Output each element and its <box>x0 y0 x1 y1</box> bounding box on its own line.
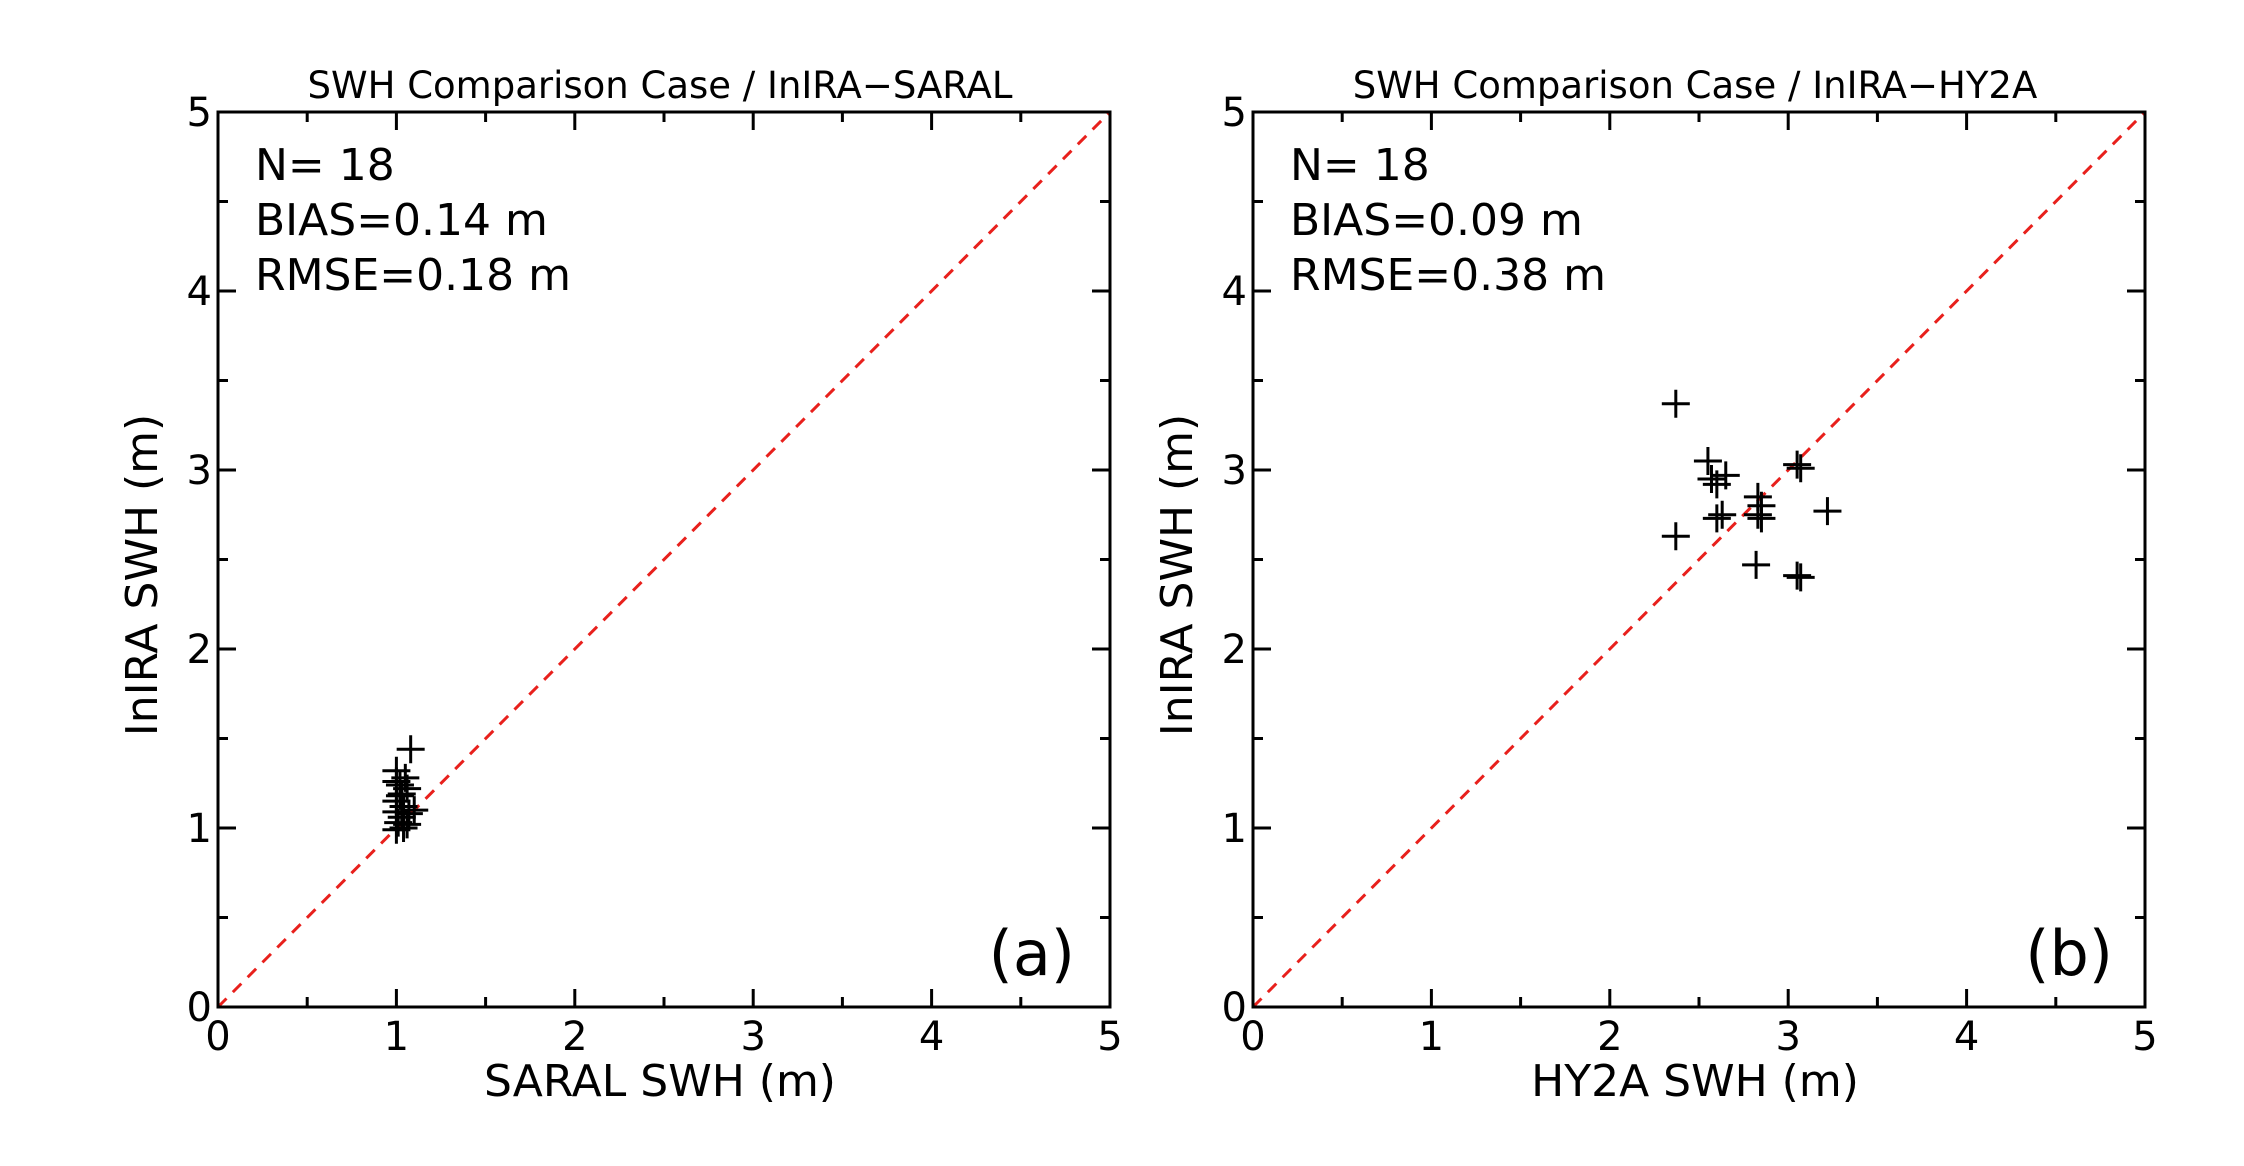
x-tick-label: 4 <box>919 1014 944 1060</box>
x-axis-label: HY2A SWH (m) <box>1531 1056 1859 1107</box>
stat-rmse: RMSE=0.38 m <box>1290 250 1606 301</box>
reference-line <box>1251 110 2147 1009</box>
data-point <box>382 767 411 796</box>
x-tick-labels: 0 1 2 3 4 5 <box>1240 1014 2157 1060</box>
x-tick-label: 1 <box>384 1014 409 1060</box>
data-point <box>1742 550 1771 579</box>
x-axis-label: SARAL SWH (m) <box>484 1056 836 1107</box>
data-point <box>389 814 418 842</box>
stat-n: N= 18 <box>255 140 395 191</box>
stat-bias: BIAS=0.09 m <box>1290 195 1583 246</box>
data-point <box>1702 504 1731 533</box>
y-tick-label: 3 <box>187 448 212 494</box>
chart-title: SWH Comparison Case / InIRA−SARAL <box>308 64 1013 107</box>
x-tick-label: 5 <box>2132 1014 2157 1060</box>
x-tick-label: 3 <box>1775 1014 1800 1060</box>
data-point <box>400 796 429 825</box>
x-tick-label: 2 <box>1597 1014 1622 1060</box>
chart-title: SWH Comparison Case / InIRA−HY2A <box>1353 64 2038 107</box>
data-point <box>1697 464 1726 493</box>
data-point <box>394 799 423 828</box>
data-point <box>385 781 414 810</box>
data-points <box>1661 389 1842 592</box>
y-tick-label: 1 <box>187 806 212 852</box>
panel-label: (a) <box>989 917 1075 990</box>
data-point <box>1783 561 1812 590</box>
data-point <box>396 735 425 764</box>
panel-a: SWH Comparison Case / InIRA−SARAL SARAL … <box>117 64 1123 1107</box>
y-tick-label: 0 <box>187 985 212 1031</box>
data-point <box>1708 500 1737 529</box>
y-axis-label: InIRA SWH (m) <box>1152 414 1203 736</box>
y-tick-label: 1 <box>1222 806 1247 852</box>
data-point <box>1783 450 1812 479</box>
reference-line <box>216 110 1112 1009</box>
y-tick-label: 0 <box>1222 985 1247 1031</box>
y-tick-label: 3 <box>1222 448 1247 494</box>
data-point <box>1661 522 1690 551</box>
data-point <box>1743 500 1772 529</box>
data-point <box>1786 563 1815 592</box>
y-axis-label: InIRA SWH (m) <box>117 414 168 736</box>
y-tick-label: 4 <box>187 269 212 315</box>
x-tick-label: 2 <box>562 1014 587 1060</box>
data-point <box>382 815 411 844</box>
data-point <box>1747 504 1776 533</box>
x-tick-label: 1 <box>1419 1014 1444 1060</box>
panel-b: SWH Comparison Case / InIRA−HY2A HY2A SW… <box>1152 64 2158 1107</box>
plot-frame <box>216 110 1112 1009</box>
x-tick-label: 3 <box>740 1014 765 1060</box>
x-tick-label: 0 <box>205 1014 230 1060</box>
plot-frame <box>1251 110 2147 1009</box>
stat-bias: BIAS=0.14 m <box>255 195 548 246</box>
data-point <box>1693 447 1722 476</box>
data-point <box>1786 454 1815 483</box>
y-tick-label: 2 <box>1222 627 1247 673</box>
stat-rmse: RMSE=0.18 m <box>255 250 571 301</box>
x-tick-label: 5 <box>1097 1014 1122 1060</box>
x-tick-label: 0 <box>1240 1014 1265 1060</box>
y-tick-label: 5 <box>187 90 212 136</box>
x-tick-label: 4 <box>1954 1014 1979 1060</box>
data-point <box>1813 497 1842 526</box>
y-tick-labels: 0 1 2 3 4 5 <box>187 90 212 1031</box>
y-tick-labels: 0 1 2 3 4 5 <box>1222 90 1247 1031</box>
y-tick-label: 4 <box>1222 269 1247 315</box>
data-point <box>1661 389 1690 418</box>
data-point <box>1711 461 1740 490</box>
y-tick-label: 2 <box>187 627 212 673</box>
panel-label: (b) <box>2025 917 2113 990</box>
x-tick-labels: 0 1 2 3 4 5 <box>205 1014 1122 1060</box>
y-tick-label: 5 <box>1222 90 1247 136</box>
stat-n: N= 18 <box>1290 140 1430 191</box>
data-points <box>382 735 429 844</box>
